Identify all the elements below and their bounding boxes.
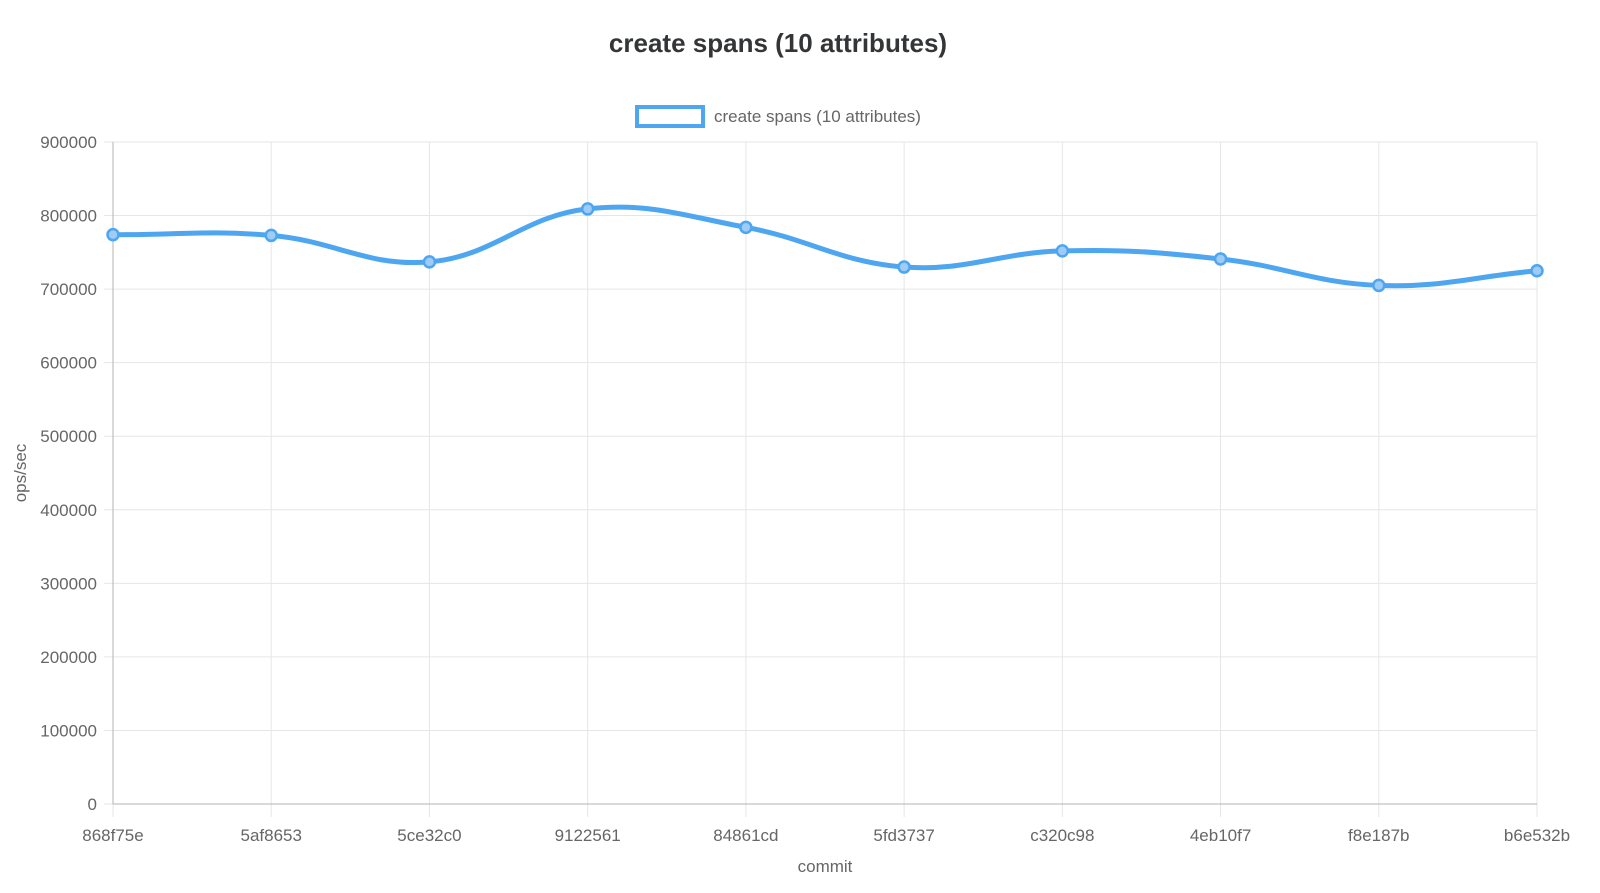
- data-point[interactable]: [264, 228, 278, 243]
- legend-item[interactable]: create spans (10 attributes): [635, 105, 921, 128]
- y-axis-title: ops/sec: [11, 443, 30, 502]
- y-tick-label: 800000: [40, 207, 97, 226]
- y-tick-label: 700000: [40, 280, 97, 299]
- chart-title: create spans (10 attributes): [608, 28, 948, 58]
- x-tick-label: 868f75e: [82, 826, 143, 845]
- x-tick-label: f8e187b: [1348, 826, 1409, 845]
- y-tick-label: 400000: [40, 501, 97, 520]
- data-point[interactable]: [422, 255, 437, 269]
- data-point[interactable]: [739, 220, 753, 235]
- y-tick-label: 900000: [40, 133, 97, 152]
- x-tick-label: b6e532b: [1504, 826, 1570, 845]
- y-tick-label: 100000: [40, 721, 97, 740]
- data-point[interactable]: [897, 260, 911, 274]
- legend-label: create spans (10 attributes): [714, 106, 921, 126]
- data-point[interactable]: [106, 227, 120, 242]
- data-point[interactable]: [1213, 252, 1228, 266]
- legend-swatch: [635, 105, 706, 128]
- x-tick-label: 5ce32c0: [397, 826, 461, 845]
- data-point[interactable]: [580, 202, 595, 216]
- series-line: [110, 204, 1540, 289]
- y-tick-label: 0: [88, 795, 97, 814]
- data-point[interactable]: [1372, 278, 1386, 293]
- x-tick-label: 4eb10f7: [1190, 826, 1251, 845]
- data-point[interactable]: [1055, 244, 1070, 258]
- x-tick-label: c320c98: [1030, 826, 1094, 845]
- x-axis-title: commit: [798, 857, 853, 876]
- x-tick-label: 84861cd: [713, 826, 778, 845]
- x-tick-label: 5af8653: [240, 826, 301, 845]
- y-tick-label: 600000: [40, 354, 97, 373]
- y-tick-label: 200000: [40, 648, 97, 667]
- y-tick-label: 500000: [40, 427, 97, 446]
- data-point[interactable]: [1530, 263, 1544, 278]
- x-tick-label: 9122561: [555, 826, 621, 845]
- x-tick-label: 5fd3737: [873, 826, 934, 845]
- y-tick-label: 300000: [40, 574, 97, 593]
